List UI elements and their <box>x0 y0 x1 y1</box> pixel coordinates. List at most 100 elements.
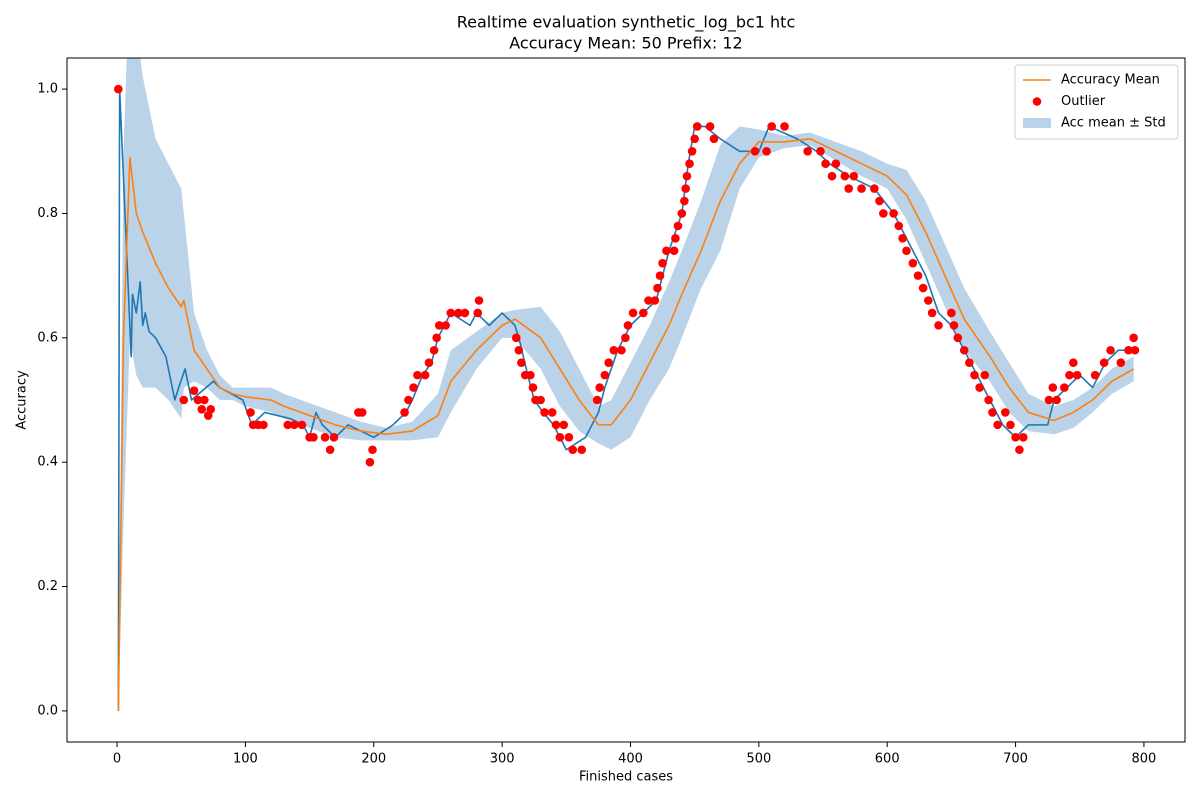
outlier-point <box>329 433 339 442</box>
outlier-point <box>685 159 694 169</box>
outlier-point <box>592 395 602 405</box>
std-band <box>118 58 1134 711</box>
outlier-point <box>179 395 189 405</box>
outlier-point <box>623 321 633 330</box>
outlier-point <box>923 296 933 305</box>
outlier-point <box>687 146 697 156</box>
outlier-point <box>420 370 430 380</box>
outlier-point <box>577 445 587 455</box>
outlier-point <box>669 246 679 256</box>
outlier-point <box>1130 345 1140 355</box>
outlier-point <box>709 134 719 144</box>
x-axis-label: Finished cases <box>579 770 673 785</box>
outlier-point <box>474 296 484 305</box>
outlier-point <box>446 308 456 318</box>
outlier-point <box>658 258 667 268</box>
outlier-point <box>200 395 209 405</box>
x-tick-label: 700 <box>1003 752 1028 767</box>
outlier-point <box>879 209 888 218</box>
outlier-point <box>600 370 610 380</box>
outlier-point <box>365 457 375 467</box>
outlier-point <box>609 345 619 355</box>
outlier-point <box>692 122 702 131</box>
outlier-point <box>1015 445 1024 455</box>
outlier-point <box>511 333 521 343</box>
outlier-point <box>644 296 653 305</box>
outlier-point <box>980 370 990 380</box>
outlier-point <box>1065 370 1074 380</box>
outlier-point <box>368 445 377 455</box>
outlier-point <box>750 146 760 156</box>
outlier-point <box>1018 433 1028 442</box>
outlier-point <box>193 395 203 405</box>
x-tick-label: 400 <box>618 752 643 767</box>
y-tick-label: 0.2 <box>37 579 58 594</box>
outlier-point <box>970 370 979 380</box>
outlier-point <box>114 84 123 94</box>
y-tick-label: 1.0 <box>37 82 58 97</box>
outlier-point <box>894 221 904 231</box>
outlier-point <box>400 408 409 417</box>
x-tick-label: 300 <box>490 752 515 767</box>
outlier-point <box>682 171 692 181</box>
outlier-point <box>934 321 943 330</box>
outlier-point <box>1048 383 1058 392</box>
outlier-point <box>595 383 604 392</box>
outlier-point <box>975 383 984 392</box>
outlier-point <box>517 358 526 367</box>
outlier-point <box>690 134 699 144</box>
outlier-point <box>780 122 789 131</box>
x-tick-label: 800 <box>1132 752 1157 767</box>
outlier-point <box>259 420 268 430</box>
legend-label: Accuracy Mean <box>1061 73 1160 88</box>
outlier-point <box>568 445 578 455</box>
outlier-point <box>1124 345 1133 355</box>
outlier-point <box>959 345 969 355</box>
outlier-point <box>1090 370 1100 380</box>
outlier-point <box>434 321 444 330</box>
outlier-point <box>413 370 422 380</box>
outlier-point <box>604 358 613 367</box>
x-tick-label: 600 <box>875 752 900 767</box>
outlier-point <box>898 234 907 243</box>
accuracy-line <box>117 88 1134 711</box>
outlier-point <box>473 308 483 318</box>
outlier-point <box>309 433 318 442</box>
outlier-point <box>1069 358 1078 367</box>
outlier-point <box>454 308 463 318</box>
outlier-point <box>705 122 715 131</box>
outlier-point <box>927 308 937 318</box>
x-tick-label: 200 <box>361 752 386 767</box>
outlier-point <box>289 420 299 430</box>
outlier-point <box>555 433 565 442</box>
outlier-point <box>889 209 898 218</box>
outlier-point <box>1044 395 1054 405</box>
outlier-point <box>988 408 997 417</box>
y-tick-label: 0.4 <box>37 455 58 470</box>
outlier-point <box>206 405 216 414</box>
outlier-point <box>827 171 837 181</box>
outlier-point <box>424 358 434 367</box>
outlier-point <box>908 258 918 268</box>
outlier-point <box>816 146 825 156</box>
outlier-point <box>650 296 660 305</box>
outlier-point <box>953 333 963 343</box>
outlier-point <box>441 321 450 330</box>
outlier-point <box>526 370 535 380</box>
outlier-point <box>564 433 574 442</box>
outlier-point <box>297 420 307 430</box>
outlier-point <box>197 405 207 414</box>
outlier-point <box>949 321 959 330</box>
outlier-point <box>1052 395 1061 405</box>
outlier-point <box>246 408 255 417</box>
outlier-point <box>677 209 687 218</box>
outlier-point <box>325 445 335 455</box>
outlier-point <box>913 271 923 280</box>
outlier-point <box>283 420 293 430</box>
outlier-point <box>536 395 545 405</box>
outlier-point <box>320 433 330 442</box>
legend-box <box>1014 64 1179 140</box>
outlier-point <box>1060 383 1069 392</box>
outlier-point <box>762 146 771 156</box>
plot-area <box>114 58 1140 711</box>
